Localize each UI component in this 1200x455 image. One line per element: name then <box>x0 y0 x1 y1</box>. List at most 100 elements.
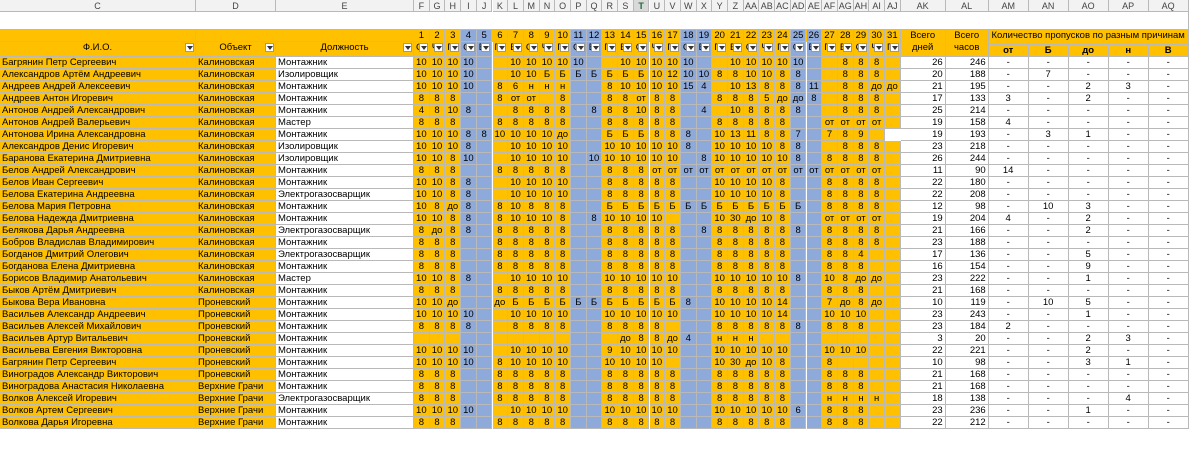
absence-cell[interactable]: 4 <box>1108 393 1149 405</box>
absence-cell[interactable]: - <box>988 417 1029 429</box>
day-cell[interactable]: 10 <box>414 309 430 321</box>
column-header-aq[interactable]: AQ <box>1148 0 1189 12</box>
day-cell[interactable]: 10 <box>728 273 744 285</box>
day-cell[interactable] <box>885 393 901 405</box>
day-cell[interactable]: от <box>790 165 807 177</box>
day-cell[interactable]: 8 <box>492 93 509 105</box>
day-cell[interactable]: 8 <box>759 129 776 141</box>
day-cell[interactable]: 8 <box>414 393 430 405</box>
employee-name[interactable]: Белова Екатерина Андреевна <box>0 189 196 201</box>
column-header-r[interactable]: R <box>602 0 619 12</box>
day-cell[interactable]: 10 <box>508 213 524 225</box>
absence-cell[interactable]: 4 <box>988 117 1029 129</box>
employee-position[interactable]: Монтажник <box>276 345 414 357</box>
absence-cell[interactable]: - <box>988 57 1029 69</box>
day-cell[interactable]: 8 <box>869 153 885 165</box>
day-cell[interactable]: 8 <box>790 105 807 117</box>
day-cell[interactable] <box>680 309 697 321</box>
day-cell[interactable] <box>586 345 603 357</box>
day-cell[interactable]: 8 <box>414 381 430 393</box>
day-cell[interactable]: 10 <box>429 69 446 81</box>
day-cell[interactable] <box>696 129 713 141</box>
day-cell[interactable]: Б <box>759 201 776 213</box>
day-cell[interactable] <box>476 237 493 249</box>
day-cell[interactable]: 8 <box>461 201 477 213</box>
day-cell[interactable]: 8 <box>775 129 791 141</box>
day-cell[interactable]: до <box>853 273 870 285</box>
total-days-cell[interactable]: 19 <box>900 213 946 225</box>
day-cell[interactable] <box>869 405 885 417</box>
day-cell[interactable] <box>680 369 697 381</box>
day-cell[interactable]: 8 <box>476 129 493 141</box>
day-cell[interactable]: 8 <box>445 225 462 237</box>
filter-dropdown-icon[interactable] <box>418 43 428 52</box>
absence-cell[interactable]: - <box>1148 417 1189 429</box>
day-cell[interactable]: 8 <box>445 189 462 201</box>
day-cell[interactable]: 8 <box>712 249 728 261</box>
employee-name[interactable]: Виноградов Александр Викторович <box>0 369 196 381</box>
day-cell[interactable]: 10 <box>728 309 744 321</box>
day-cell[interactable]: 8 <box>602 249 619 261</box>
absence-cell[interactable]: 2 <box>1068 213 1109 225</box>
day-cell[interactable] <box>571 105 587 117</box>
day-cell[interactable]: 10 <box>523 357 540 369</box>
day-cell[interactable] <box>680 225 697 237</box>
total-days-cell[interactable]: 16 <box>900 261 946 273</box>
day-cell[interactable] <box>586 405 603 417</box>
day-cell[interactable]: 8 <box>837 189 854 201</box>
day-cell[interactable]: 10 <box>414 405 430 417</box>
day-cell[interactable]: 8 <box>445 249 462 261</box>
day-cell[interactable]: 8 <box>602 369 619 381</box>
day-cell[interactable]: 8 <box>743 249 760 261</box>
employee-position[interactable]: Монтажник <box>276 405 414 417</box>
day-cell[interactable]: Б <box>618 129 634 141</box>
day-cell[interactable]: 15 <box>680 81 697 93</box>
day-cell[interactable]: 8 <box>539 237 556 249</box>
absence-cell[interactable]: 1 <box>1068 129 1109 141</box>
day-cell[interactable] <box>586 201 603 213</box>
day-cell[interactable] <box>571 141 587 153</box>
absence-cell[interactable]: - <box>1108 201 1149 213</box>
day-cell[interactable]: 6 <box>790 405 807 417</box>
day-cell[interactable]: 8 <box>775 189 791 201</box>
absence-cell[interactable]: - <box>1068 381 1109 393</box>
day-cell[interactable]: 8 <box>759 369 776 381</box>
day-cell[interactable]: 8 <box>649 381 666 393</box>
employee-name[interactable]: Андреев Андрей Алексеевич <box>0 81 196 93</box>
total-days-cell[interactable]: 21 <box>900 225 946 237</box>
absence-cell[interactable]: - <box>1028 273 1069 285</box>
day-cell[interactable]: 10 <box>680 69 697 81</box>
day-cell[interactable]: 8 <box>429 369 446 381</box>
day-cell[interactable] <box>492 153 509 165</box>
day-cell[interactable]: 10 <box>508 201 524 213</box>
employee-name[interactable]: Волков Алексей Игоревич <box>0 393 196 405</box>
day-filter-13[interactable]: П <box>602 42 619 57</box>
day-cell[interactable]: 8 <box>869 177 885 189</box>
day-cell[interactable]: от <box>523 93 540 105</box>
day-cell[interactable]: 4 <box>853 249 870 261</box>
day-cell[interactable]: 8 <box>665 105 681 117</box>
day-cell[interactable] <box>476 105 493 117</box>
absence-cell[interactable]: - <box>988 141 1029 153</box>
absence-cell[interactable]: 3 <box>1068 201 1109 213</box>
day-cell[interactable]: 8 <box>618 417 634 429</box>
day-cell[interactable]: 10 <box>523 177 540 189</box>
day-cell[interactable]: 8 <box>618 285 634 297</box>
day-cell[interactable]: Б <box>602 69 619 81</box>
absence-cell[interactable]: - <box>1108 57 1149 69</box>
day-cell[interactable]: 8 <box>523 369 540 381</box>
day-cell[interactable] <box>869 261 885 273</box>
day-cell[interactable]: 8 <box>775 285 791 297</box>
column-header-an[interactable]: AN <box>1028 0 1069 12</box>
day-filter-30[interactable]: Ч <box>869 42 885 57</box>
day-cell[interactable]: 8 <box>775 225 791 237</box>
day-cell[interactable] <box>586 417 603 429</box>
employee-object[interactable]: Калиновская <box>196 225 276 237</box>
day-cell[interactable]: 8 <box>508 417 524 429</box>
total-days-cell[interactable]: 22 <box>900 189 946 201</box>
column-header-ad[interactable]: AD <box>790 0 807 12</box>
day-cell[interactable]: 10 <box>539 273 556 285</box>
employee-object[interactable]: Калиновская <box>196 273 276 285</box>
filter-dropdown-icon[interactable] <box>481 43 491 52</box>
